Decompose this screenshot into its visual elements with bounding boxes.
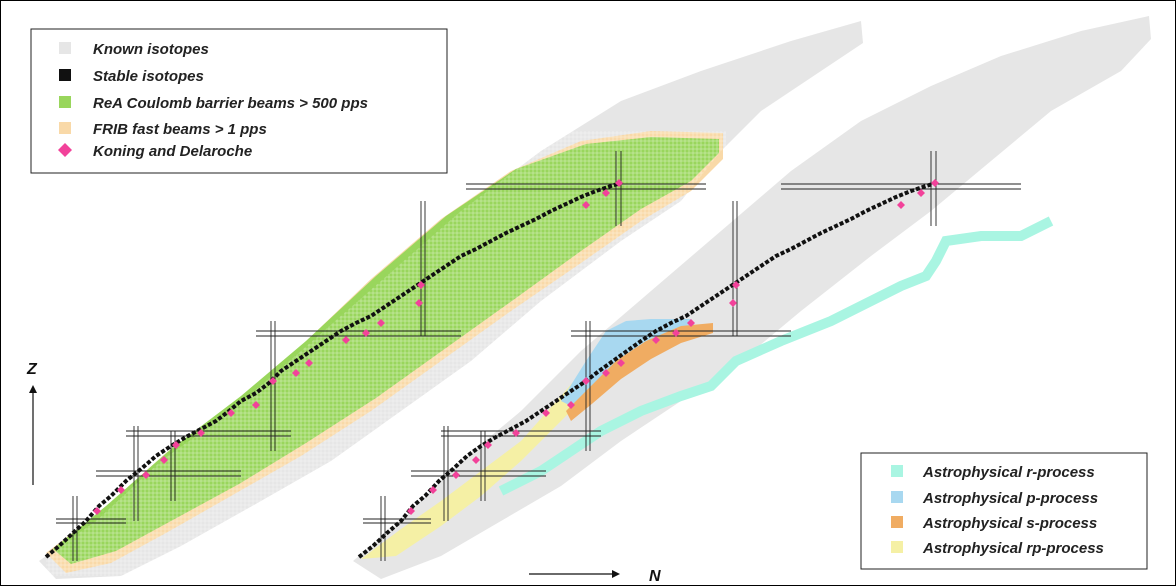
square-swatch-rea-icon — [59, 96, 71, 108]
square-swatch-r-icon — [891, 465, 903, 477]
n-axis-indicator: N — [529, 568, 661, 585]
square-swatch-frib-icon — [59, 122, 71, 134]
n-axis-label: N — [649, 568, 661, 585]
legend-known-isotopes: Known isotopes — [93, 41, 209, 58]
left-magic-number-lines — [56, 151, 706, 561]
legend-p-process: Astrophysical p-process — [922, 490, 1098, 507]
right-known-isotopes-region — [353, 16, 1151, 579]
right-stable-isotopes-line — [357, 181, 937, 559]
legend-stable-isotopes: Stable isotopes — [93, 68, 204, 85]
left-legend: Known isotopes Stable isotopes ReA Coulo… — [30, 28, 448, 174]
right-legend: Astrophysical r-process Astrophysical p-… — [860, 452, 1148, 570]
legend-s-process: Astrophysical s-process — [922, 515, 1097, 532]
square-swatch-s-icon — [891, 516, 903, 528]
left-legend-box — [30, 28, 448, 174]
z-axis-label: Z — [26, 361, 38, 378]
square-swatch-rp-icon — [891, 541, 903, 553]
left-koning-delaroche-markers — [93, 179, 623, 515]
left-stable-isotopes-line — [44, 181, 622, 559]
legend-r-process: Astrophysical r-process — [922, 464, 1095, 481]
right-nuclide-chart — [353, 16, 1151, 579]
legend-koning-delaroche: Koning and Delaroche — [93, 143, 252, 160]
right-arrow-icon — [612, 570, 620, 578]
legend-frib-beams: FRIB fast beams > 1 pps — [93, 121, 267, 138]
square-swatch-p-icon — [891, 491, 903, 503]
legend-rea-beams: ReA Coulomb barrier beams > 500 pps — [93, 95, 368, 112]
right-s-process-region — [566, 323, 713, 421]
right-legend-box — [860, 452, 1148, 570]
diamond-marker-icon — [58, 143, 72, 157]
legend-rp-process: Astrophysical rp-process — [922, 540, 1104, 557]
right-magic-number-lines — [363, 151, 1021, 561]
right-r-process-region — [498, 216, 1054, 496]
up-arrow-icon — [29, 385, 37, 393]
square-swatch-known-icon — [59, 42, 71, 54]
z-axis-indicator: Z — [26, 361, 38, 485]
right-koning-delaroche-markers — [407, 179, 939, 515]
square-swatch-stable-icon — [59, 69, 71, 81]
